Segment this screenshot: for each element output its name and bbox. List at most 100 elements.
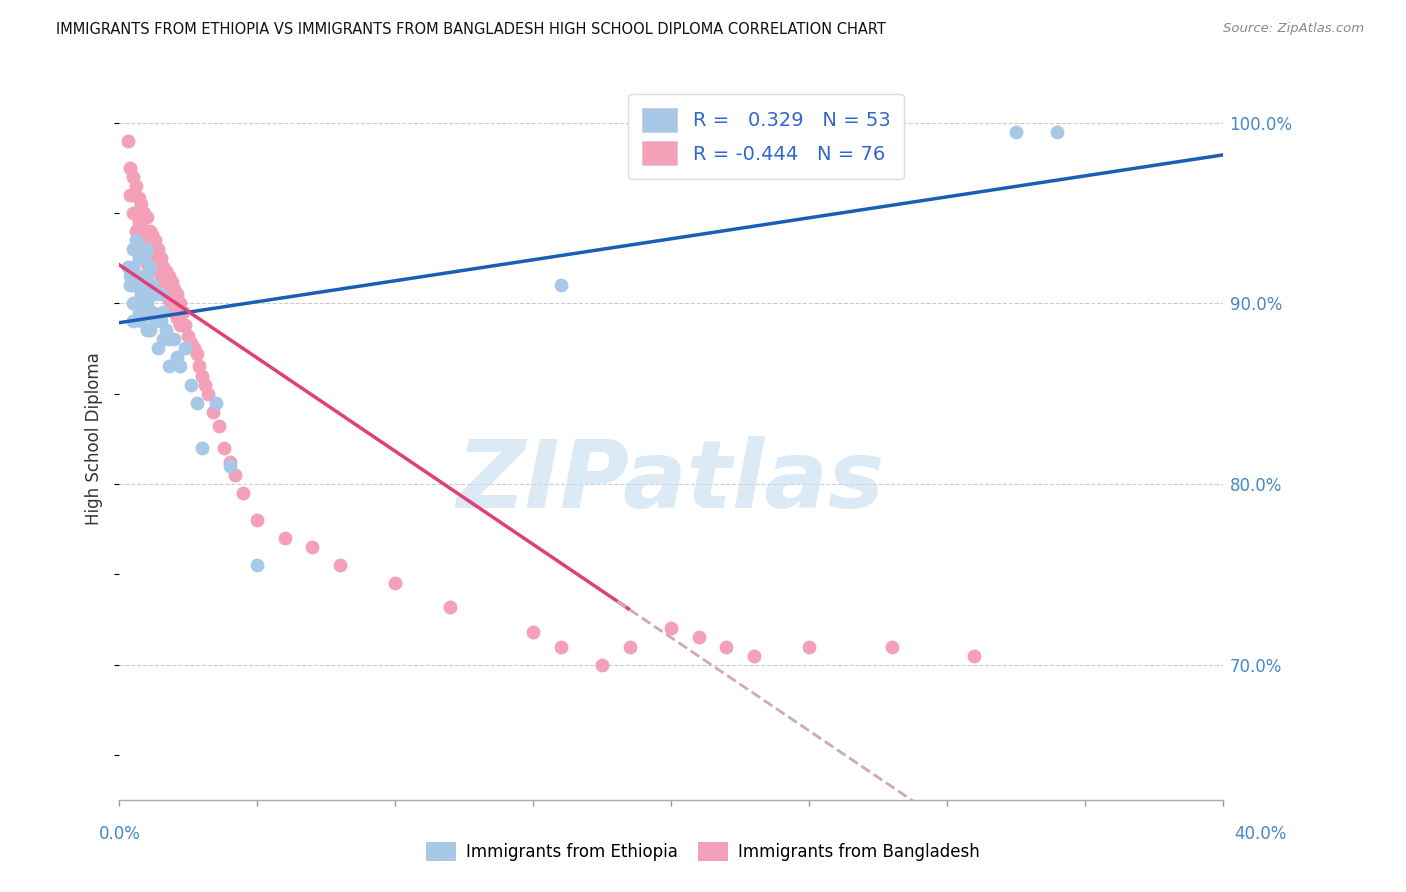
Point [550,278,572,293]
Legend: Immigrants from Ethiopia, Immigrants from Bangladesh: Immigrants from Ethiopia, Immigrants fro… [419,835,987,868]
Point [131,220,153,235]
Point [218,458,240,473]
Point [591,657,613,672]
Point [207,419,229,434]
Point [157,269,180,284]
Point [160,275,183,289]
Point [149,273,172,287]
Point [152,305,174,319]
Point [157,359,180,374]
Point [212,441,235,455]
Point [152,282,174,296]
Point [122,296,145,310]
Point [141,305,163,319]
Point [166,287,188,301]
Point [128,192,150,206]
Point [155,323,177,337]
Point [1046,125,1069,139]
Point [131,287,153,301]
Text: IMMIGRANTS FROM ETHIOPIA VS IMMIGRANTS FROM BANGLADESH HIGH SCHOOL DIPLOMA CORRE: IMMIGRANTS FROM ETHIOPIA VS IMMIGRANTS F… [56,22,886,37]
Point [180,377,202,392]
Point [135,210,157,224]
Point [149,287,172,301]
Point [131,242,153,256]
Point [194,377,217,392]
Point [186,395,208,409]
Point [180,336,202,351]
Point [128,215,150,229]
Point [619,640,641,654]
Point [246,513,269,527]
Point [135,323,157,337]
Point [224,467,246,482]
Point [146,242,169,256]
Point [125,296,148,310]
Point [135,296,157,310]
Point [274,531,297,545]
Point [122,187,145,202]
Point [132,305,155,319]
Point [141,251,163,265]
Point [232,486,254,500]
Point [138,224,160,238]
Point [329,558,352,573]
Point [202,405,225,419]
Point [132,278,155,293]
Point [1004,125,1026,139]
Point [120,269,142,284]
Point [138,260,160,274]
Point [131,269,153,284]
Point [963,648,986,663]
Point [143,287,166,301]
Point [117,134,139,148]
Point [246,558,269,573]
Point [166,351,188,365]
Point [125,224,148,238]
Point [155,264,177,278]
Point [169,318,191,332]
Point [131,197,153,211]
Point [128,305,150,319]
Point [191,441,214,455]
Text: Source: ZipAtlas.com: Source: ZipAtlas.com [1223,22,1364,36]
Point [141,278,163,293]
Point [135,233,157,247]
Point [146,264,169,278]
Point [146,342,169,356]
Point [384,576,406,591]
Point [157,332,180,346]
Text: ZIPatlas: ZIPatlas [457,436,884,528]
Text: 0.0%: 0.0% [98,825,141,843]
Point [218,455,240,469]
Point [125,233,148,247]
Point [197,386,219,401]
Point [138,323,160,337]
Point [191,368,214,383]
Point [135,269,157,284]
Point [742,648,765,663]
Point [132,206,155,220]
Point [163,332,186,346]
Point [186,347,208,361]
Point [714,640,737,654]
Point [152,332,174,346]
Point [128,251,150,265]
Point [149,314,172,328]
Point [174,318,197,332]
Point [141,227,163,242]
Point [143,233,166,247]
Point [143,256,166,270]
Point [125,269,148,284]
Point [183,342,205,356]
Point [131,242,153,256]
Point [117,260,139,274]
Point [138,287,160,301]
Point [122,206,145,220]
Point [166,310,188,325]
Point [177,328,200,343]
Point [659,622,682,636]
Point [204,395,226,409]
Point [135,256,157,270]
Point [149,251,172,265]
Point [797,640,820,654]
